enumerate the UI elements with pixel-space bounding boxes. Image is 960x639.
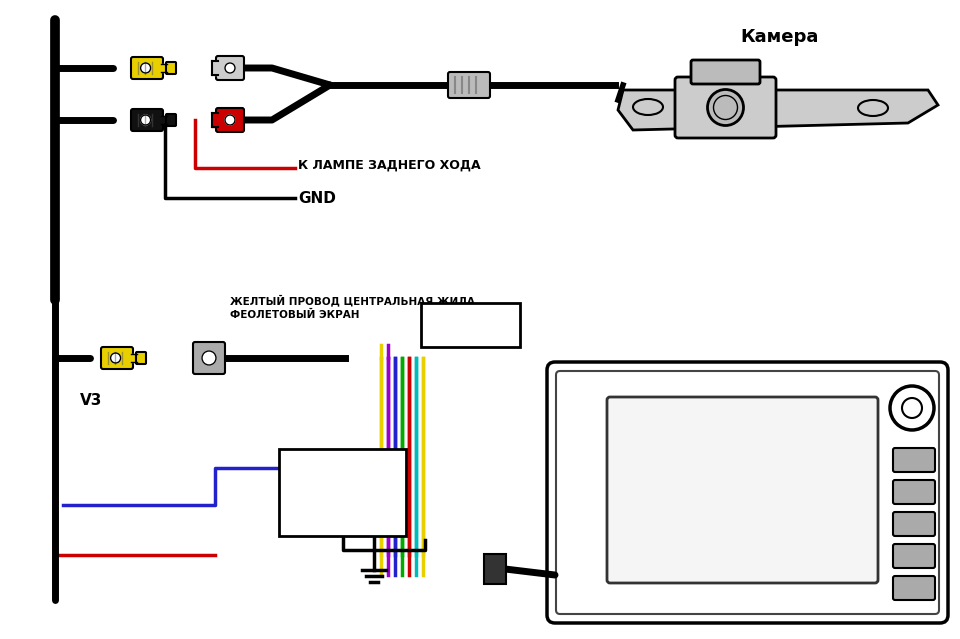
Circle shape [713, 95, 737, 119]
FancyBboxPatch shape [216, 108, 244, 132]
Text: НОРМАЛЬНО: НОРМАЛЬНО [303, 466, 381, 476]
FancyBboxPatch shape [893, 544, 935, 568]
FancyBboxPatch shape [893, 576, 935, 600]
Circle shape [225, 115, 235, 125]
FancyBboxPatch shape [131, 109, 163, 131]
Circle shape [202, 351, 216, 365]
Circle shape [110, 353, 121, 363]
FancyBboxPatch shape [675, 77, 776, 138]
FancyBboxPatch shape [421, 303, 520, 347]
FancyBboxPatch shape [131, 57, 163, 79]
Text: 86: 86 [390, 522, 402, 532]
FancyBboxPatch shape [547, 362, 948, 623]
FancyBboxPatch shape [279, 449, 406, 536]
Text: РЕЛЕ: РЕЛЕ [327, 494, 358, 504]
FancyBboxPatch shape [136, 352, 146, 364]
Circle shape [718, 100, 732, 114]
FancyBboxPatch shape [691, 60, 760, 84]
FancyBboxPatch shape [893, 448, 935, 472]
FancyBboxPatch shape [101, 347, 133, 369]
FancyBboxPatch shape [448, 72, 490, 98]
Text: GND: GND [298, 190, 336, 206]
Circle shape [140, 115, 151, 125]
Text: 87a: 87a [384, 453, 402, 463]
FancyBboxPatch shape [893, 512, 935, 536]
Text: 30: 30 [283, 453, 296, 463]
Text: Камера: Камера [740, 28, 818, 46]
Circle shape [723, 105, 729, 111]
Bar [131, 354, 137, 362]
Circle shape [225, 63, 235, 73]
FancyBboxPatch shape [193, 342, 225, 374]
Text: РАЗЪЕМ AUX: РАЗЪЕМ AUX [429, 320, 513, 330]
Text: 85: 85 [283, 522, 296, 532]
Circle shape [140, 63, 151, 73]
Polygon shape [618, 90, 938, 130]
Text: ЖЕЛТЫЙ ПРОВОД ЦЕНТРАЛЬНАЯ ЖИЛА: ЖЕЛТЫЙ ПРОВОД ЦЕНТРАЛЬНАЯ ЖИЛА [230, 295, 475, 307]
Circle shape [708, 89, 743, 125]
Text: К ЛАМПЕ ЗАДНЕГО ХОДА: К ЛАМПЕ ЗАДНЕГО ХОДА [298, 158, 481, 171]
FancyBboxPatch shape [893, 480, 935, 504]
Text: V3: V3 [80, 393, 103, 408]
Text: ЗАМКНУТОЕ: ЗАМКНУТОЕ [305, 480, 379, 490]
Bar [161, 64, 167, 72]
FancyBboxPatch shape [484, 554, 506, 584]
FancyBboxPatch shape [216, 56, 244, 80]
FancyBboxPatch shape [556, 371, 939, 614]
FancyBboxPatch shape [166, 114, 176, 126]
FancyBboxPatch shape [166, 62, 176, 74]
Text: ФЕОЛЕТОВЫЙ ЭКРАН: ФЕОЛЕТОВЫЙ ЭКРАН [230, 310, 359, 320]
Bar [212, 61, 218, 75]
Text: MyLink: MyLink [704, 480, 781, 500]
FancyBboxPatch shape [607, 397, 878, 583]
Bar [161, 116, 167, 124]
Bar [212, 113, 218, 127]
